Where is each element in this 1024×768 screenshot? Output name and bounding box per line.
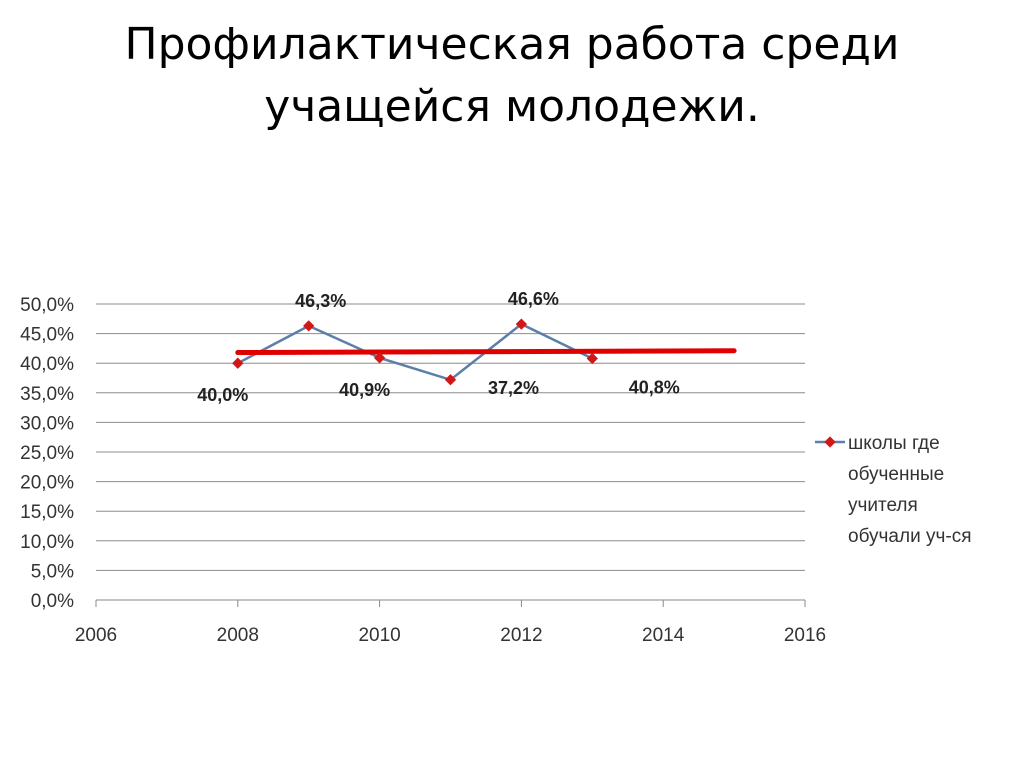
y-tick-label: 45,0% xyxy=(20,325,74,346)
data-point-marker xyxy=(303,320,314,331)
trendline xyxy=(238,351,734,353)
data-label: 46,3% xyxy=(295,291,346,311)
data-label: 40,9% xyxy=(339,380,390,400)
legend-label-line: обучали уч-ся xyxy=(848,526,972,547)
data-label: 40,8% xyxy=(629,377,680,397)
y-tick-label: 50,0% xyxy=(20,295,74,316)
y-tick-label: 30,0% xyxy=(20,413,74,434)
legend: школы где обученные учителя обучали уч-ся xyxy=(815,433,972,547)
data-label: 46,6% xyxy=(508,289,559,309)
y-tick-label: 20,0% xyxy=(20,473,74,494)
x-tick-label: 2010 xyxy=(358,625,400,646)
data-label: 40,0% xyxy=(197,385,248,405)
y-tick-label: 10,0% xyxy=(20,532,74,553)
y-tick-label: 0,0% xyxy=(31,591,74,612)
y-tick-label: 40,0% xyxy=(20,354,74,375)
data-point-marker xyxy=(587,353,598,364)
x-tick-label: 2012 xyxy=(500,625,542,646)
legend-marker xyxy=(824,436,835,447)
x-tick-label: 2016 xyxy=(784,625,826,646)
y-tick-label: 35,0% xyxy=(20,384,74,405)
legend-label-line: школы где xyxy=(848,433,940,454)
data-point-marker xyxy=(232,358,243,369)
legend-label-line: обученные xyxy=(848,464,944,485)
y-tick-label: 5,0% xyxy=(31,561,74,582)
x-tick-label: 2008 xyxy=(217,625,259,646)
x-tick-label: 2006 xyxy=(75,625,117,646)
data-label: 37,2% xyxy=(488,378,539,398)
legend-label-line: учителя xyxy=(848,495,918,516)
y-tick-label: 15,0% xyxy=(20,502,74,523)
x-tick-label: 2014 xyxy=(642,625,685,646)
y-tick-label: 25,0% xyxy=(20,443,74,464)
